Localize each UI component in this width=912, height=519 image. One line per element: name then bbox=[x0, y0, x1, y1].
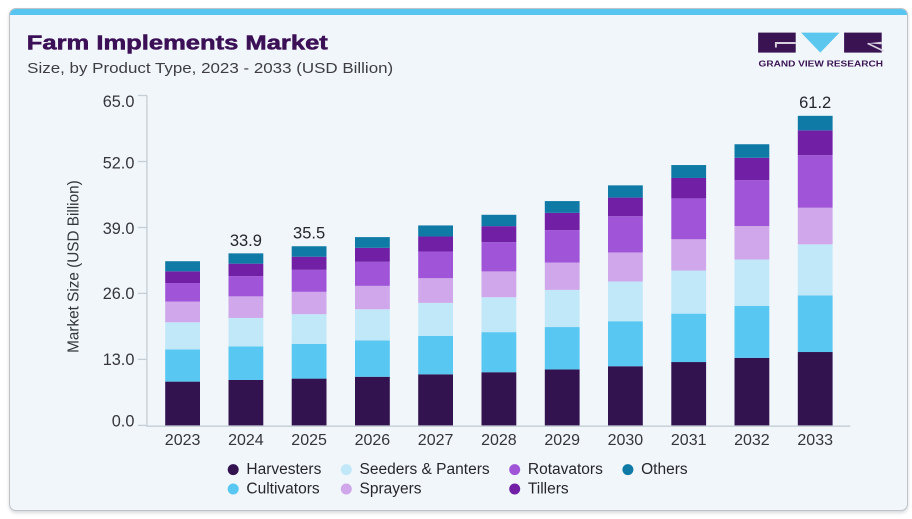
svg-text:Seeders & Panters: Seeders & Panters bbox=[360, 461, 490, 478]
svg-text:Sprayers: Sprayers bbox=[360, 481, 422, 498]
svg-text:39.0: 39.0 bbox=[103, 220, 135, 238]
svg-text:2026: 2026 bbox=[355, 432, 391, 449]
svg-text:52.0: 52.0 bbox=[103, 155, 135, 173]
svg-text:2024: 2024 bbox=[228, 432, 264, 449]
svg-text:Others: Others bbox=[641, 461, 688, 478]
svg-text:2033: 2033 bbox=[797, 432, 833, 449]
svg-text:Cultivators: Cultivators bbox=[246, 481, 319, 498]
svg-text:Size, by Product Type, 2023 -: Size, by Product Type, 2023 - 2033 (USD … bbox=[27, 60, 393, 77]
svg-text:2030: 2030 bbox=[608, 432, 644, 449]
svg-text:2028: 2028 bbox=[481, 432, 517, 449]
svg-text:26.0: 26.0 bbox=[103, 285, 135, 303]
svg-text:Rotavators: Rotavators bbox=[528, 461, 603, 478]
svg-text:65.0: 65.0 bbox=[103, 93, 135, 111]
svg-text:2027: 2027 bbox=[418, 432, 454, 449]
svg-text:61.2: 61.2 bbox=[799, 94, 831, 112]
svg-text:Farm Implements Market: Farm Implements Market bbox=[27, 33, 328, 55]
svg-text:35.5: 35.5 bbox=[293, 225, 325, 243]
svg-text:Harvesters: Harvesters bbox=[246, 461, 321, 478]
svg-text:13.0: 13.0 bbox=[103, 351, 135, 369]
svg-text:Market Size (USD Billion): Market Size (USD Billion) bbox=[66, 180, 83, 353]
svg-text:Tillers: Tillers bbox=[528, 481, 569, 498]
svg-text:2023: 2023 bbox=[165, 432, 201, 449]
svg-text:33.9: 33.9 bbox=[230, 232, 262, 250]
svg-text:2029: 2029 bbox=[544, 432, 580, 449]
svg-text:GRAND VIEW RESEARCH: GRAND VIEW RESEARCH bbox=[759, 59, 884, 68]
svg-text:0.0: 0.0 bbox=[112, 413, 135, 431]
svg-text:2032: 2032 bbox=[734, 432, 770, 449]
svg-text:2025: 2025 bbox=[291, 432, 327, 449]
svg-text:2031: 2031 bbox=[671, 432, 707, 449]
